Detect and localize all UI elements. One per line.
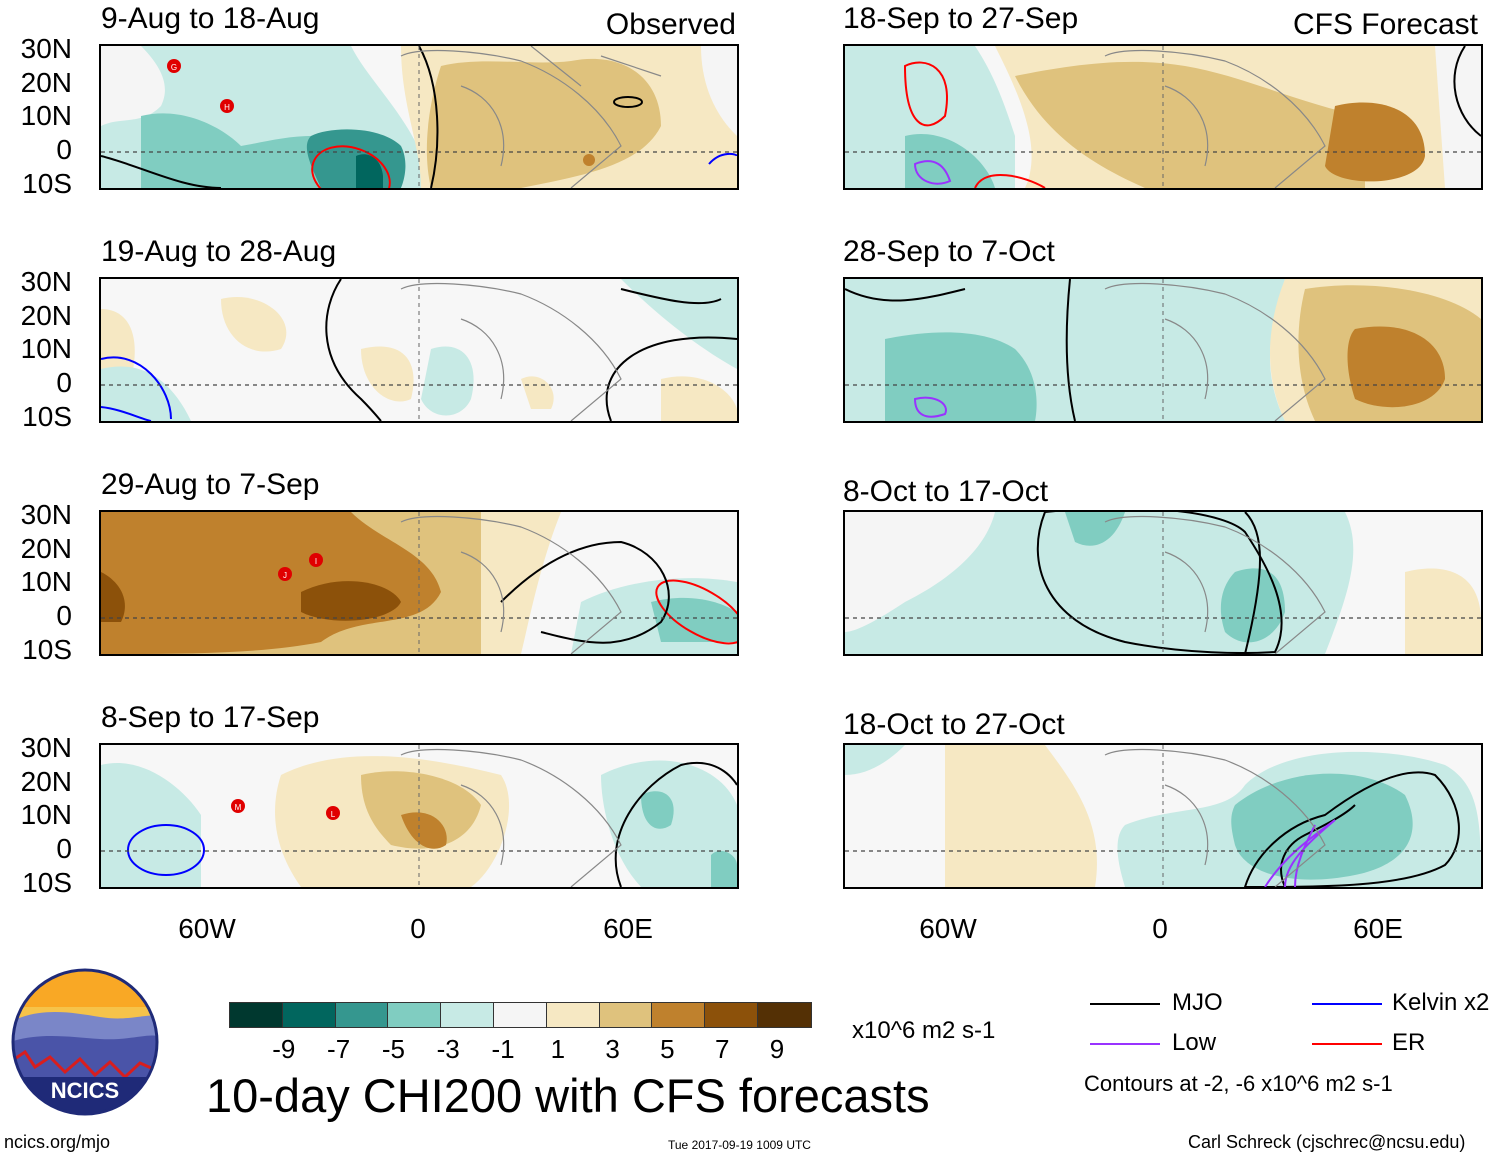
colorbar-swatch	[230, 1003, 283, 1027]
lon-label-0-left: 0	[410, 913, 426, 944]
lat-label: 20N	[20, 300, 72, 331]
footer-url: ncics.org/mjo	[4, 1132, 111, 1152]
colorbar-tick: 5	[660, 1034, 675, 1064]
panel-title-fcst-2: 28-Sep to 7-Oct	[843, 235, 1055, 268]
colorbar-swatch	[546, 1003, 600, 1027]
colorbar-swatch	[757, 1003, 811, 1027]
panel-title-obs-4: 8-Sep to 17-Sep	[101, 701, 320, 734]
lat-label: 0	[56, 833, 72, 864]
lat-label: 10N	[20, 100, 72, 131]
colorbar-swatch	[388, 1003, 442, 1027]
colorbar-swatch	[705, 1003, 758, 1027]
footer-author: Carl Schreck (cjschrec@ncsu.edu)	[1188, 1132, 1466, 1152]
map-panel-fcst-4	[843, 743, 1483, 889]
colorbar-tick: -9	[272, 1034, 296, 1064]
colorbar-swatch	[652, 1003, 706, 1027]
lat-label: 10S	[22, 634, 72, 665]
lon-label-0-right: 0	[1152, 913, 1168, 944]
storm-letter: G	[171, 63, 177, 72]
storm-letter: I	[315, 557, 317, 566]
map-panel-obs-1: G H	[99, 44, 739, 190]
colorbar-tick: -1	[491, 1034, 515, 1064]
legend-line-kelvin	[1312, 1003, 1382, 1005]
legend-line-er	[1312, 1043, 1382, 1045]
colorbar-tick: 3	[605, 1034, 620, 1064]
legend-label-mjo: MJO	[1172, 989, 1223, 1016]
lon-label-60e-left: 60E	[603, 913, 653, 944]
legend-line-low	[1090, 1043, 1160, 1045]
map-panel-fcst-3	[843, 510, 1483, 656]
storm-marker: I	[309, 553, 323, 567]
footer-timestamp: Tue 2017-09-19 1009 UTC	[668, 1138, 811, 1152]
legend-label-er: ER	[1392, 1029, 1426, 1056]
storm-marker: L	[326, 806, 340, 820]
panel-title-fcst-4: 18-Oct to 27-Oct	[843, 708, 1065, 741]
colorbar-tick: -5	[381, 1034, 405, 1064]
lat-label: 0	[56, 600, 72, 631]
storm-marker: G	[167, 59, 181, 73]
lat-label: 10N	[20, 333, 72, 364]
column-header-forecast: CFS Forecast	[1292, 8, 1478, 41]
storm-marker: M	[231, 799, 245, 813]
lat-label: 20N	[20, 67, 72, 98]
lat-label: 10N	[20, 799, 72, 830]
lon-label-60w-left: 60W	[178, 913, 236, 944]
colorbar	[229, 1002, 812, 1028]
storm-marker: J	[278, 567, 292, 581]
ncics-logo: NCICS	[11, 968, 159, 1116]
column-header-observed: Observed	[605, 8, 736, 41]
colorbar-tick: 1	[550, 1034, 566, 1064]
lat-label: 30N	[20, 266, 72, 297]
lat-label: 20N	[20, 533, 72, 564]
legend-label-kelvin: Kelvin x2	[1392, 989, 1490, 1016]
lat-label: 30N	[20, 499, 72, 530]
colorbar-swatch	[441, 1003, 494, 1027]
colorbar-units: x10^6 m2 s-1	[852, 1017, 996, 1044]
colorbar-swatch	[335, 1003, 389, 1027]
panel-title-obs-1: 9-Aug to 18-Aug	[101, 2, 320, 35]
legend-label-low: Low	[1172, 1029, 1217, 1056]
lon-label-60w-right: 60W	[919, 913, 977, 944]
contour-note: Contours at -2, -6 x10^6 m2 s-1	[1084, 1071, 1393, 1096]
map-panel-obs-4: M L	[99, 743, 739, 889]
storm-letter: L	[331, 810, 336, 819]
panel-title-fcst-3: 8-Oct to 17-Oct	[843, 475, 1049, 508]
panel-title-fcst-1: 18-Sep to 27-Sep	[843, 2, 1079, 35]
panel-title-obs-3: 29-Aug to 7-Sep	[101, 468, 320, 501]
colorbar-tick: -3	[436, 1034, 460, 1064]
panel-title-obs-2: 19-Aug to 28-Aug	[101, 235, 337, 268]
map-panel-fcst-1	[843, 44, 1483, 190]
colorbar-tick: 9	[769, 1034, 785, 1064]
lat-label: 0	[56, 134, 72, 165]
lat-label: 10S	[22, 168, 72, 199]
map-panel-fcst-2	[843, 277, 1483, 423]
lat-label: 10N	[20, 566, 72, 597]
lat-label: 0	[56, 367, 72, 398]
colorbar-swatch	[493, 1003, 547, 1027]
main-title: 10-day CHI200 with CFS forecasts	[206, 1069, 930, 1122]
colorbar-tick: 7	[714, 1034, 730, 1064]
legend-line-mjo	[1090, 1003, 1160, 1005]
colorbar-tick: -7	[327, 1034, 351, 1064]
lat-label: 30N	[20, 732, 72, 763]
map-panel-obs-3: J I	[99, 510, 739, 656]
storm-letter: M	[235, 803, 242, 812]
lat-label: 10S	[22, 401, 72, 432]
colorbar-swatch	[599, 1003, 653, 1027]
logo-text: NCICS	[51, 1078, 119, 1103]
colorbar-swatch	[282, 1003, 336, 1027]
storm-letter: J	[283, 571, 287, 580]
lat-label: 20N	[20, 766, 72, 797]
lon-label-60e-right: 60E	[1353, 913, 1403, 944]
storm-marker: H	[220, 99, 234, 113]
lat-label: 10S	[22, 867, 72, 898]
storm-letter: H	[224, 103, 230, 112]
map-panel-obs-2	[99, 277, 739, 423]
lat-label: 30N	[20, 33, 72, 64]
